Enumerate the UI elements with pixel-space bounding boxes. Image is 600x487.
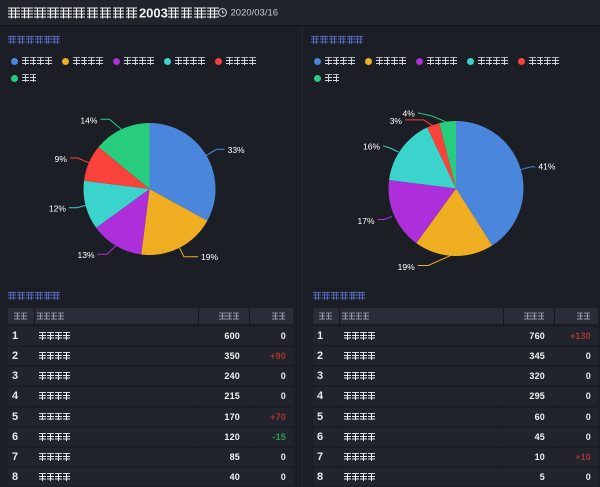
svg-text:19%: 19%: [398, 262, 415, 272]
svg-text:16%: 16%: [363, 142, 380, 152]
svg-text:17%: 17%: [357, 216, 374, 226]
svg-text:12%: 12%: [49, 204, 66, 214]
svg-text:4%: 4%: [403, 109, 416, 119]
svg-text:41%: 41%: [538, 162, 555, 172]
svg-text:13%: 13%: [77, 250, 94, 260]
svg-text:33%: 33%: [228, 145, 245, 155]
svg-text:9%: 9%: [55, 154, 68, 164]
svg-text:19%: 19%: [201, 252, 218, 262]
svg-text:14%: 14%: [80, 115, 97, 125]
svg-text:3%: 3%: [390, 116, 403, 126]
